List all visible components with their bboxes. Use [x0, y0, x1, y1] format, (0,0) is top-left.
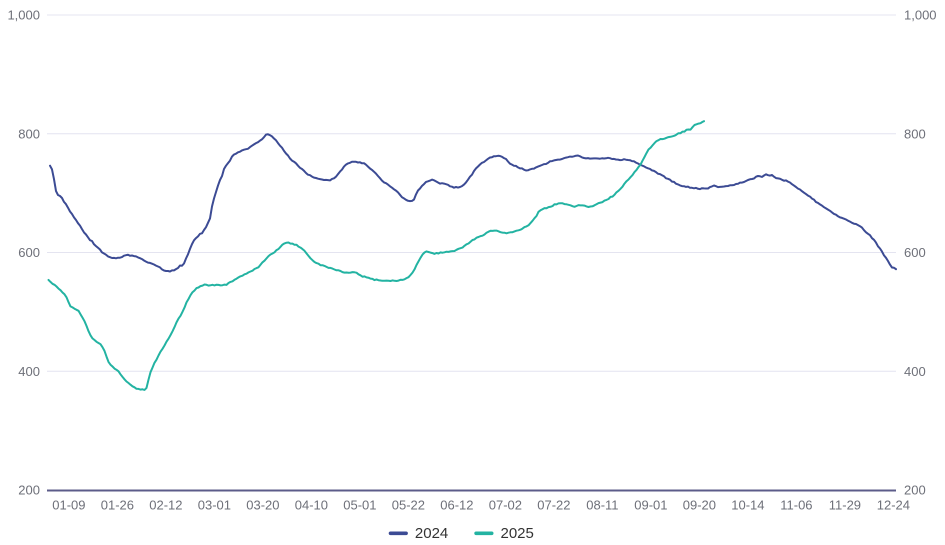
svg-text:02-12: 02-12	[149, 498, 182, 513]
svg-text:2024: 2024	[415, 525, 448, 542]
svg-text:01-09: 01-09	[52, 498, 85, 513]
svg-text:07-22: 07-22	[537, 498, 570, 513]
svg-text:800: 800	[18, 126, 40, 141]
svg-text:07-02: 07-02	[489, 498, 522, 513]
svg-text:1,000: 1,000	[904, 8, 937, 23]
svg-text:800: 800	[904, 126, 926, 141]
svg-text:2025: 2025	[501, 525, 534, 542]
svg-text:400: 400	[904, 364, 926, 379]
svg-text:400: 400	[18, 364, 40, 379]
svg-text:05-22: 05-22	[392, 498, 425, 513]
svg-text:09-20: 09-20	[683, 498, 716, 513]
svg-text:10-14: 10-14	[731, 498, 764, 513]
svg-text:200: 200	[18, 483, 40, 498]
svg-text:200: 200	[904, 483, 926, 498]
svg-text:600: 600	[904, 245, 926, 260]
svg-text:11-06: 11-06	[780, 498, 812, 513]
svg-text:600: 600	[18, 245, 40, 260]
svg-text:03-01: 03-01	[198, 498, 231, 513]
svg-text:04-10: 04-10	[295, 498, 328, 513]
svg-text:11-29: 11-29	[829, 498, 861, 513]
svg-text:03-20: 03-20	[246, 498, 279, 513]
svg-text:09-01: 09-01	[634, 498, 667, 513]
svg-text:01-26: 01-26	[101, 498, 134, 513]
svg-text:06-12: 06-12	[440, 498, 473, 513]
svg-text:12-24: 12-24	[877, 498, 910, 513]
svg-text:1,000: 1,000	[7, 8, 40, 23]
svg-text:05-01: 05-01	[343, 498, 376, 513]
svg-text:08-11: 08-11	[586, 498, 618, 513]
